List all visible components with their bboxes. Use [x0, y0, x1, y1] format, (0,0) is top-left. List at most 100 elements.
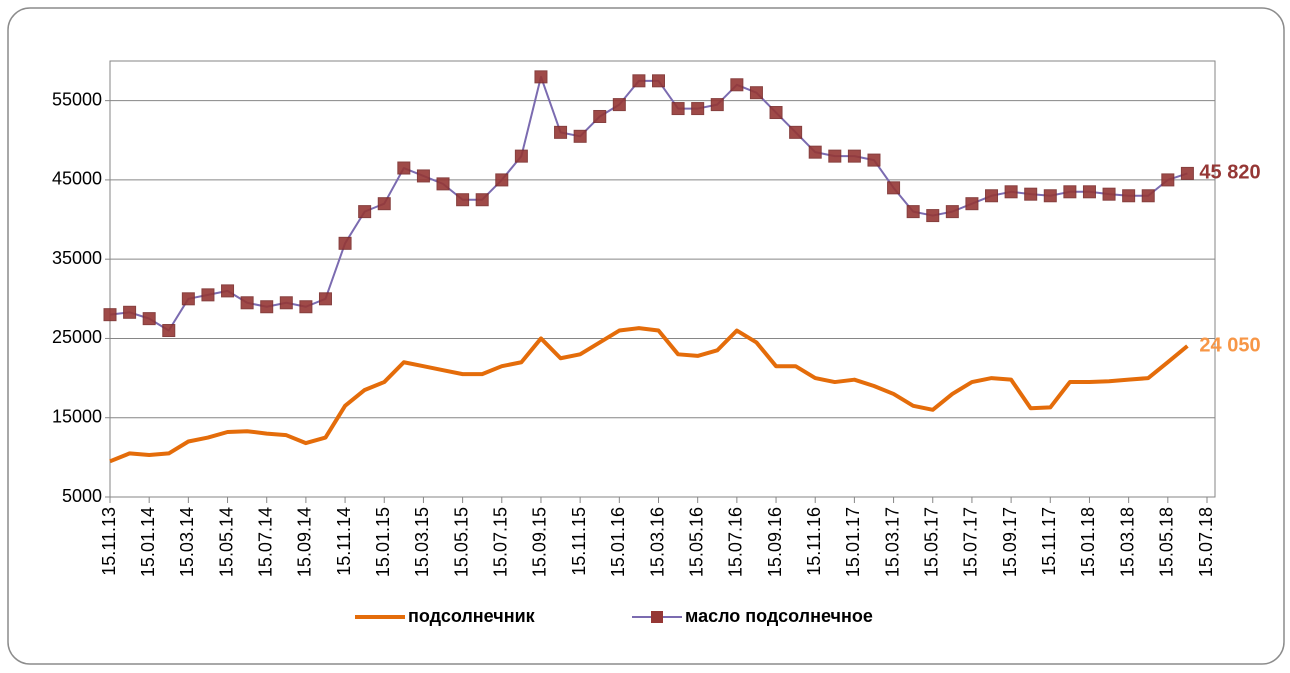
x-tick-label: 15.05.16 [686, 507, 706, 577]
x-tick-label: 15.07.16 [726, 507, 746, 577]
marker [436, 177, 450, 191]
marker [985, 189, 999, 203]
x-tick-label: 15.05.15 [451, 507, 471, 577]
marker [318, 292, 332, 306]
marker [397, 161, 411, 175]
marker [534, 70, 548, 84]
marker [749, 86, 763, 100]
marker [358, 205, 372, 219]
marker [162, 324, 176, 338]
x-tick-label: 15.11.13 [99, 507, 119, 576]
x-tick-label: 15.07.14 [255, 507, 275, 577]
x-tick-label: 15.05.18 [1157, 507, 1177, 577]
marker [1024, 187, 1038, 201]
x-tick-label: 15.09.15 [530, 507, 550, 577]
marker [299, 300, 313, 314]
marker [221, 284, 235, 298]
marker [671, 102, 685, 116]
marker [847, 149, 861, 163]
x-tick-label: 15.03.18 [1117, 507, 1137, 577]
x-tick-label: 15.01.17 [843, 507, 863, 577]
marker [828, 149, 842, 163]
marker [416, 169, 430, 183]
x-tick-label: 15.03.17 [882, 507, 902, 577]
marker [1102, 187, 1116, 201]
marker [142, 312, 156, 326]
marker [593, 109, 607, 123]
x-tick-label: 15.07.18 [1196, 507, 1216, 577]
marker [710, 98, 724, 112]
legend-marker [651, 611, 663, 623]
marker [475, 193, 489, 207]
marker [1063, 185, 1077, 199]
marker [181, 292, 195, 306]
marker [338, 236, 352, 250]
marker [612, 98, 626, 112]
x-tick-label: 15.01.14 [138, 507, 158, 577]
marker [573, 129, 587, 143]
y-tick-label: 55000 [52, 89, 102, 109]
marker [201, 288, 215, 302]
marker [1082, 185, 1096, 199]
marker [652, 74, 665, 88]
marker [123, 305, 137, 319]
x-tick-label: 15.09.14 [295, 507, 315, 577]
marker [632, 74, 646, 88]
y-tick-label: 5000 [62, 486, 102, 506]
x-tick-label: 15.05.17 [922, 507, 942, 577]
legend-label: подсолнечник [408, 606, 536, 626]
marker [691, 102, 705, 116]
value-label: 45 820 [1199, 162, 1260, 184]
x-tick-label: 15.07.15 [491, 507, 511, 577]
marker [1161, 173, 1175, 187]
x-tick-label: 15.01.16 [608, 507, 628, 577]
marker [240, 296, 254, 310]
marker [1043, 189, 1057, 203]
marker [1004, 185, 1018, 199]
marker [514, 149, 528, 163]
series-line [109, 326, 1189, 464]
marker [926, 209, 940, 223]
x-tick-label: 15.11.15 [569, 507, 589, 576]
marker [554, 125, 568, 139]
marker [103, 308, 117, 322]
marker [789, 125, 803, 139]
y-tick-label: 35000 [52, 248, 102, 268]
marker [1141, 189, 1155, 203]
x-tick-label: 15.09.17 [1000, 507, 1020, 577]
x-tick-label: 15.01.18 [1078, 507, 1098, 577]
x-tick-label: 15.11.17 [1039, 507, 1059, 576]
marker [279, 296, 293, 310]
x-tick-label: 15.03.16 [647, 507, 667, 577]
value-label: 24 050 [1199, 334, 1260, 356]
legend-label: масло подсолнечное [685, 606, 873, 626]
x-tick-label: 15.07.17 [961, 507, 981, 577]
y-tick-label: 15000 [52, 406, 102, 426]
x-tick-label: 15.03.15 [412, 507, 432, 577]
marker [965, 197, 979, 211]
x-tick-label: 15.05.14 [216, 507, 236, 577]
x-tick-label: 15.01.15 [373, 507, 393, 577]
x-tick-label: 15.03.14 [177, 507, 197, 577]
marker [887, 181, 901, 195]
marker [769, 106, 783, 120]
x-tick-label: 15.11.14 [334, 507, 354, 576]
marker [1122, 189, 1136, 203]
marker [1180, 166, 1194, 180]
y-tick-label: 45000 [52, 169, 102, 189]
marker [495, 173, 509, 187]
marker [906, 205, 920, 219]
y-tick-label: 25000 [52, 327, 102, 347]
marker [945, 205, 959, 219]
marker [730, 78, 744, 92]
x-tick-label: 15.09.16 [765, 507, 785, 577]
x-tick-label: 15.11.16 [804, 507, 824, 576]
marker [867, 153, 881, 167]
marker [456, 193, 470, 207]
marker [808, 145, 822, 159]
marker [260, 300, 274, 314]
frame [7, 7, 1285, 665]
marker [377, 197, 391, 211]
